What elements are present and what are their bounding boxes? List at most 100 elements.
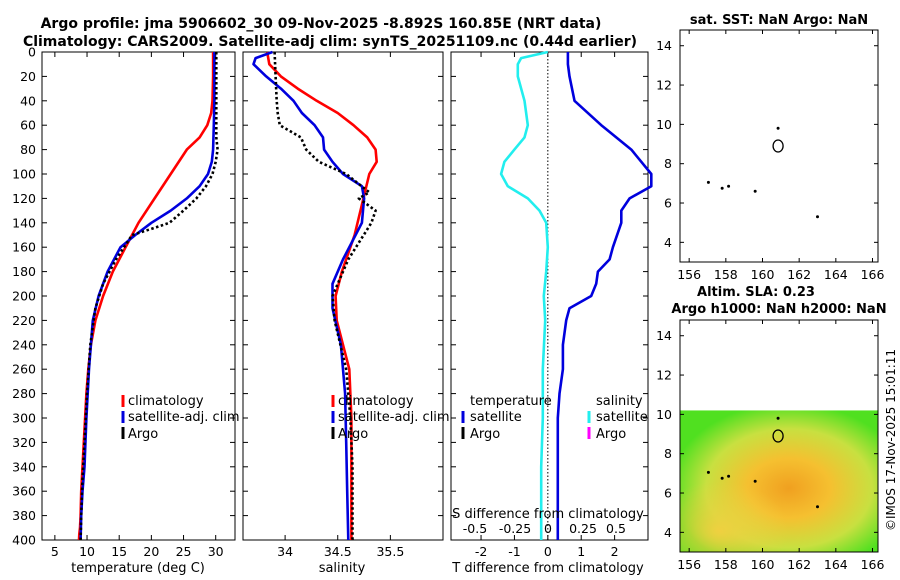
map-y-tick-label: 4	[664, 525, 672, 540]
map-x-tick-label: 160	[751, 267, 775, 282]
x-tick-label: 25	[176, 544, 192, 559]
map-y-tick-label: 6	[664, 196, 672, 211]
legend-label-temperature-argo: Argo	[470, 427, 500, 442]
legend-label-temperature-satellite: satellite	[470, 410, 522, 425]
island	[720, 186, 724, 190]
title-line-1: Argo profile: jma 5906602_30 09-Nov-2025…	[41, 16, 602, 32]
map-x-tick-label: 156	[677, 267, 701, 282]
sst-map-ticks: 156 158 160 162 164 166 4 6 8 10 12 14	[656, 30, 884, 282]
difference-panel: -2 -1 0 1 2 -0.5 -0.25 0 0.25 0.5 T difference f…	[450, 50, 653, 576]
depth-tick-label: 240	[12, 337, 36, 352]
x-tick-label: -1	[508, 544, 520, 559]
series-line-argo	[273, 51, 377, 540]
x-tick-label: 34	[277, 544, 293, 559]
depth-tick-label: 20	[20, 69, 36, 84]
x-tick-label: 34.5	[324, 544, 352, 559]
salinity-panel: 34 34.5 35.5 salinity climatology satellit…	[242, 50, 450, 576]
island	[720, 476, 724, 480]
depth-tick-label: 400	[12, 533, 36, 548]
x-tick-label: 1	[577, 544, 585, 559]
x-tick-label: 10	[79, 544, 95, 559]
s-diff-tick-label: -0.25	[499, 521, 531, 536]
sla-map-title-2: Argo h1000: NaN h2000: NaN	[671, 302, 886, 317]
map-y-tick-label: 6	[664, 486, 672, 501]
depth-tick-label: 340	[12, 459, 36, 474]
sla-map-islands	[706, 416, 819, 509]
depth-tick-label: 220	[12, 313, 36, 328]
series-line-satellite-adj-clim	[252, 50, 366, 541]
map-y-tick-label: 10	[656, 117, 672, 132]
island	[727, 184, 731, 188]
s-diff-tick-label: -0.5	[463, 521, 487, 536]
map-y-tick-label: 4	[664, 235, 672, 250]
salinity-depth-ticks	[243, 51, 443, 541]
depth-tick-label: 260	[12, 362, 36, 377]
series-line-satellite-adj-clim	[79, 52, 216, 541]
sla-map-title-1: Altim. SLA: 0.23	[697, 285, 815, 300]
map-y-tick-label: 8	[664, 156, 672, 171]
x-tick-label: -2	[475, 544, 487, 559]
temperature-panel: 0 20 40 60 80 100 120 140 160 180 200 220 240 260 280 3…	[12, 45, 239, 577]
island	[816, 505, 819, 509]
sla-map-border	[679, 319, 879, 553]
legend-label-argo: Argo	[128, 427, 158, 442]
depth-tick-label: 280	[12, 386, 36, 401]
salinity-legend: climatology satellite-adj. clim Argo	[331, 394, 450, 442]
salinity-difference-label: S difference from climatology	[452, 507, 644, 522]
series-line-salinity-satellite	[499, 50, 550, 540]
island	[706, 470, 710, 474]
x-tick-label: 35.5	[376, 544, 404, 559]
map-x-tick-label: 158	[714, 557, 738, 572]
difference-x-ticks: -2 -1 0 1 2	[451, 51, 648, 559]
x-tick-label: 20	[143, 544, 159, 559]
sst-map-islands	[706, 126, 819, 219]
legend-label-climatology: climatology	[338, 394, 414, 409]
argo-float-marker	[772, 429, 784, 443]
s-diff-tick-label: 0.25	[569, 521, 597, 536]
x-tick-label: 0	[544, 544, 552, 559]
depth-tick-label: 120	[12, 191, 36, 206]
map-x-tick-label: 162	[787, 557, 811, 572]
copyright-timestamp: ©IMOS 17-Nov-2025 15:01:11	[884, 349, 898, 531]
temperature-lines	[77, 52, 219, 541]
difference-xlabel: T difference from climatology	[451, 561, 644, 576]
depth-tick-label: 160	[12, 240, 36, 255]
sla-map-panel: Altim. SLA: 0.23 Argo h1000: NaN h2000: …	[656, 285, 886, 572]
depth-tick-label: 100	[12, 167, 36, 182]
temperature-x-ticks: 5 10 15 20 25 30	[51, 52, 224, 559]
legend-label-satellite: satellite-adj. clim	[128, 410, 240, 425]
sla-map-ticks: 156 158 160 162 164 166 4 6 8 10 12 14	[656, 320, 884, 572]
x-tick-label: 2	[611, 544, 619, 559]
depth-tick-label: 60	[20, 118, 36, 133]
legend-label-satellite: satellite-adj. clim	[338, 410, 450, 425]
temperature-depth-ticks: 0 20 40 60 80 100 120 140 160 180 200 220 240 260 280 3…	[12, 45, 235, 548]
depth-tick-label: 380	[12, 508, 36, 523]
salinity-axes-frame	[242, 51, 444, 541]
depth-tick-label: 40	[20, 93, 36, 108]
map-x-tick-label: 158	[714, 267, 738, 282]
salinity-x-ticks: 34 34.5 35.5	[277, 52, 444, 559]
legend-label-salinity-argo: Argo	[596, 427, 626, 442]
argo-float-marker	[772, 139, 784, 153]
salinity-xlabel: salinity	[319, 561, 366, 576]
sst-map-title: sat. SST: NaN Argo: NaN	[690, 13, 868, 28]
island	[776, 416, 780, 420]
map-y-tick-label: 8	[664, 446, 672, 461]
map-x-tick-label: 166	[861, 267, 885, 282]
map-x-tick-label: 162	[787, 267, 811, 282]
island	[706, 180, 710, 184]
title-line-2: Climatology: CARS2009. Satellite-adj cli…	[23, 34, 637, 50]
legend-title-salinity: salinity	[596, 394, 643, 409]
salinity-lines	[252, 50, 379, 541]
temperature-legend: climatology satellite-adj. clim Argo	[121, 394, 240, 442]
island	[753, 189, 757, 193]
depth-tick-label: 200	[12, 289, 36, 304]
map-y-tick-label: 12	[656, 78, 672, 93]
island	[816, 215, 819, 219]
sst-map-panel: sat. SST: NaN Argo: NaN 156 158 160 162 164 1…	[656, 13, 884, 282]
series-line-argo	[79, 52, 219, 541]
depth-tick-label: 320	[12, 435, 36, 450]
difference-legend: temperature satellite Argo salinity sate…	[461, 394, 648, 442]
depth-tick-label: 80	[20, 142, 36, 157]
